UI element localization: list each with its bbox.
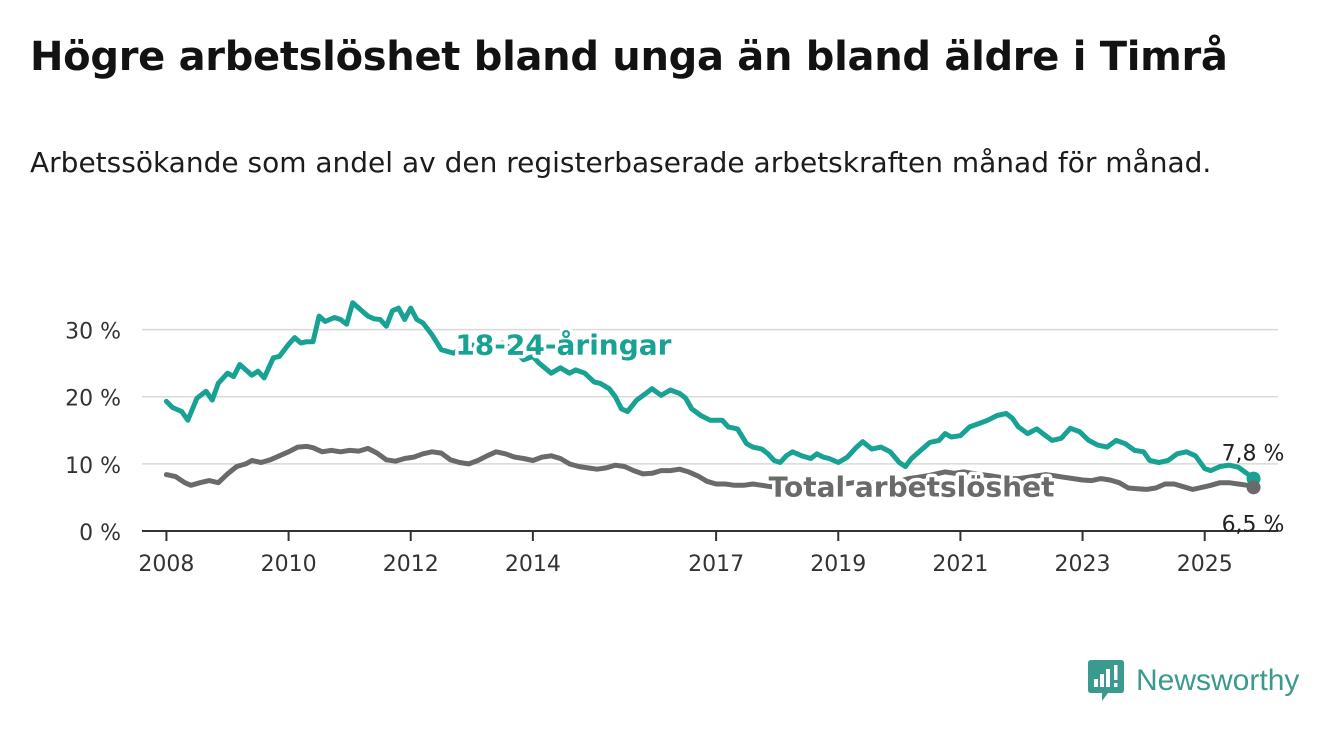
y-tick-label: 10 % [65, 454, 121, 479]
series-name-label: Total arbetslöshet [769, 471, 1055, 504]
x-tick-label: 2023 [1055, 552, 1111, 577]
x-tick-label: 2010 [261, 552, 317, 577]
gridlines [142, 328, 1278, 465]
chart-title: Högre arbetslöshet bland unga än bland ä… [30, 34, 1228, 80]
x-tick-label: 2021 [932, 552, 988, 577]
brand-logo: Newsworthy [1088, 660, 1299, 702]
newsworthy-logo-icon [1088, 660, 1124, 701]
line-chart: 0 % 10 % 20 % 30 % 2008 2010 2012 2014 2017 2019… [65, 300, 1285, 577]
x-tick-label: 2012 [383, 552, 439, 577]
chart-subtitle: Arbetssökande som andel av den registerb… [30, 146, 1212, 179]
x-axis-ticks [165, 531, 1206, 541]
series-labels: 7,8 % 6,5 % 18-24-åringar Total arbetslöshe… [452, 325, 1285, 538]
series-end-label: 6,5 % [1222, 512, 1285, 537]
x-tick-label: 2025 [1177, 552, 1233, 577]
x-axis-tick-labels: 2008 2010 2012 2014 2017 2019 2021 2023 2025 [138, 552, 1232, 577]
series-line [163, 443, 1257, 492]
series-end-point [1246, 480, 1261, 495]
y-tick-label: 30 % [65, 320, 121, 345]
x-tick-label: 2017 [688, 552, 744, 577]
x-tick-label: 2014 [505, 552, 561, 577]
series-lines [163, 300, 1261, 495]
y-tick-label: 20 % [65, 387, 121, 412]
series-end-label: 7,8 % [1222, 442, 1285, 467]
x-tick-label: 2019 [810, 552, 866, 577]
x-tick-label: 2008 [138, 552, 194, 577]
series-name-label: 18-24-åringar [455, 328, 671, 361]
y-axis-tick-labels: 0 % 10 % 20 % 30 % [65, 320, 121, 546]
brand-name: Newsworthy [1136, 664, 1300, 697]
series-line [163, 300, 1257, 482]
y-tick-label: 0 % [79, 521, 121, 546]
